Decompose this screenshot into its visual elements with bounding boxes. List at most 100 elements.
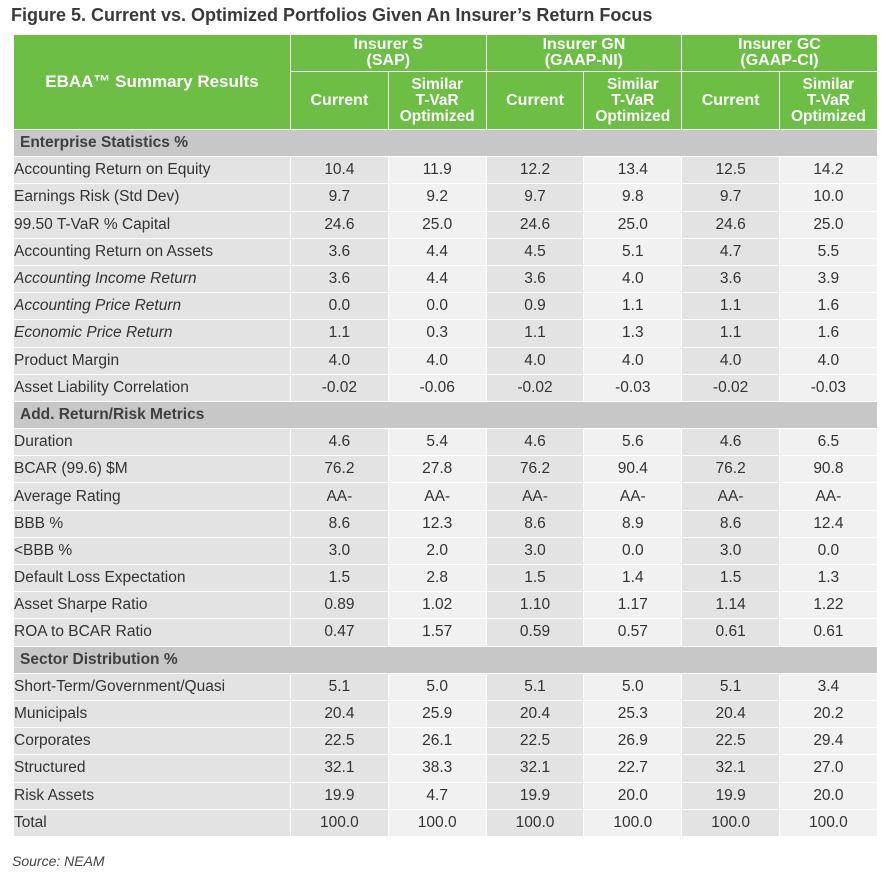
current-value-cell: 20.4 — [290, 699, 389, 729]
current-value-cell: 22.5 — [290, 727, 389, 756]
insurer-name: Insurer GN — [542, 36, 626, 54]
row-label: Municipals — [13, 699, 291, 729]
current-column-header: Current — [681, 71, 780, 130]
row-label: ROA to BCAR Ratio — [13, 618, 291, 647]
current-value-cell: 1.5 — [290, 563, 389, 593]
optimized-value-cell: 3.4 — [779, 672, 878, 701]
current-value-cell: 1.10 — [485, 591, 585, 620]
table-row: ROA to BCAR Ratio 0.47 1.57 0.59 0.57 0.61 0.6… — [13, 618, 878, 647]
row-label: Structured — [13, 754, 291, 783]
current-value-cell: 32.1 — [290, 754, 389, 783]
insurer-basis: (GAAP-CI) — [740, 52, 819, 70]
current-column-header: Current — [485, 71, 585, 130]
current-value-cell: 22.5 — [681, 727, 780, 756]
optimized-value-cell: 5.6 — [583, 428, 683, 457]
optimized-label-line: Similar — [606, 75, 659, 93]
current-value-cell: 4.7 — [681, 237, 780, 266]
table-row: Earnings Risk (Std Dev) 9.7 9.2 9.7 9.8 9.7 10… — [13, 183, 878, 212]
optimized-value-cell: 38.3 — [387, 754, 487, 783]
current-value-cell: 24.6 — [681, 210, 780, 239]
optimized-value-cell: 5.5 — [779, 237, 878, 266]
optimized-value-cell: 11.9 — [387, 156, 487, 185]
current-value-cell: 24.6 — [290, 210, 389, 239]
current-value-cell: 19.9 — [681, 781, 780, 810]
row-label: Accounting Return on Equity — [13, 156, 291, 185]
optimized-value-cell: 9.2 — [387, 183, 487, 212]
row-label: 99.50 T-VaR % Capital — [13, 210, 291, 239]
optimized-value-cell: 0.57 — [583, 618, 683, 647]
current-value-cell: 100.0 — [681, 808, 780, 837]
table-corner-header: EBAA™ Summary Results — [13, 34, 291, 130]
row-label: Risk Assets — [13, 781, 291, 810]
current-value-cell: 4.0 — [290, 346, 389, 375]
current-value-cell: 20.4 — [485, 699, 585, 729]
current-value-cell: 1.5 — [485, 563, 585, 593]
optimized-value-cell: 1.4 — [583, 563, 683, 593]
current-value-cell: 3.6 — [290, 264, 389, 294]
table-row: Duration 4.6 5.4 4.6 5.6 4.6 6.5 — [13, 428, 878, 457]
optimized-value-cell: 1.3 — [779, 563, 878, 593]
optimized-column-header: Similar T-VaR Optimized — [387, 71, 487, 130]
optimized-value-cell: -0.03 — [583, 373, 683, 402]
current-value-cell: 19.9 — [290, 781, 389, 810]
current-value-cell: 0.9 — [485, 292, 585, 321]
insurer-basis: (SAP) — [366, 52, 411, 70]
figure-title: Figure 5. Current vs. Optimized Portfoli… — [11, 5, 653, 25]
current-value-cell: 76.2 — [681, 455, 780, 484]
optimized-value-cell: 14.2 — [779, 156, 878, 185]
insurer-s-header: Insurer S (SAP) — [290, 33, 487, 73]
optimized-value-cell: 27.8 — [387, 455, 487, 484]
table-row: Short-Term/Government/Quasi 5.1 5.0 5.1 5.0 5… — [13, 672, 878, 701]
optimized-label-line: T-VaR — [806, 91, 850, 109]
optimized-value-cell: 22.7 — [583, 754, 683, 783]
table-row: Default Loss Expectation 1.5 2.8 1.5 1.4 1.5 1… — [13, 563, 878, 593]
current-value-cell: 4.6 — [681, 428, 780, 457]
optimized-value-cell: 20.0 — [583, 781, 683, 810]
insurer-basis: (GAAP-NI) — [544, 52, 624, 70]
summary-results-table: EBAA™ Summary Results Insurer S (SAP) In… — [13, 33, 878, 837]
optimized-value-cell: 1.02 — [387, 591, 487, 620]
optimized-value-cell: 20.0 — [779, 781, 878, 810]
section-header-row: Sector Distribution % — [13, 645, 878, 674]
optimized-value-cell: -0.03 — [779, 373, 878, 402]
optimized-value-cell: 0.0 — [387, 292, 487, 321]
optimized-value-cell: AA- — [387, 482, 487, 511]
optimized-value-cell: 12.3 — [387, 509, 487, 538]
current-value-cell: 5.1 — [681, 672, 780, 701]
table-row: Structured 32.1 38.3 32.1 22.7 32.1 27.0 — [13, 754, 878, 783]
section-title: Add. Return/Risk Metrics — [13, 400, 878, 430]
optimized-value-cell: AA- — [583, 482, 683, 511]
table-row: Accounting Price Return 0.0 0.0 0.9 1.1 1.1 1.… — [13, 292, 878, 321]
current-value-cell: 12.2 — [485, 156, 585, 185]
current-value-cell: 1.14 — [681, 591, 780, 620]
optimized-value-cell: 100.0 — [583, 808, 683, 837]
optimized-value-cell: 5.0 — [387, 672, 487, 701]
optimized-value-cell: 10.0 — [779, 183, 878, 212]
table-row: Product Margin 4.0 4.0 4.0 4.0 4.0 4.0 — [13, 346, 878, 375]
table-row: BBB % 8.6 12.3 8.6 8.9 8.6 12.4 — [13, 509, 878, 538]
current-value-cell: 22.5 — [485, 727, 585, 756]
current-value-cell: 8.6 — [290, 509, 389, 538]
table-row: Average Rating AA- AA- AA- AA- AA- AA- — [13, 482, 878, 511]
current-value-cell: 100.0 — [485, 808, 585, 837]
current-value-cell: 32.1 — [485, 754, 585, 783]
current-value-cell: 3.0 — [485, 536, 585, 566]
current-value-cell: 0.59 — [485, 618, 585, 647]
optimized-value-cell: 25.0 — [583, 210, 683, 239]
current-value-cell: 5.1 — [290, 672, 389, 701]
optimized-value-cell: 6.5 — [779, 428, 878, 457]
insurer-gn-header: Insurer GN (GAAP-NI) — [485, 33, 683, 73]
current-value-cell: 3.0 — [681, 536, 780, 566]
optimized-value-cell: AA- — [779, 482, 878, 511]
optimized-value-cell: 25.0 — [779, 210, 878, 239]
optimized-value-cell: 1.6 — [779, 292, 878, 321]
optimized-value-cell: 4.0 — [779, 346, 878, 375]
section-title: Sector Distribution % — [13, 645, 878, 674]
table-row: BCAR (99.6) $M 76.2 27.8 76.2 90.4 76.2 90.8 — [13, 455, 878, 484]
current-value-cell: 1.1 — [681, 319, 780, 348]
row-label: <BBB % — [13, 536, 291, 566]
optimized-value-cell: 0.61 — [779, 618, 878, 647]
table-row: 99.50 T-VaR % Capital 24.6 25.0 24.6 25.0 24.… — [13, 210, 878, 239]
row-label: Earnings Risk (Std Dev) — [13, 183, 291, 212]
row-label: Short-Term/Government/Quasi — [13, 672, 291, 701]
